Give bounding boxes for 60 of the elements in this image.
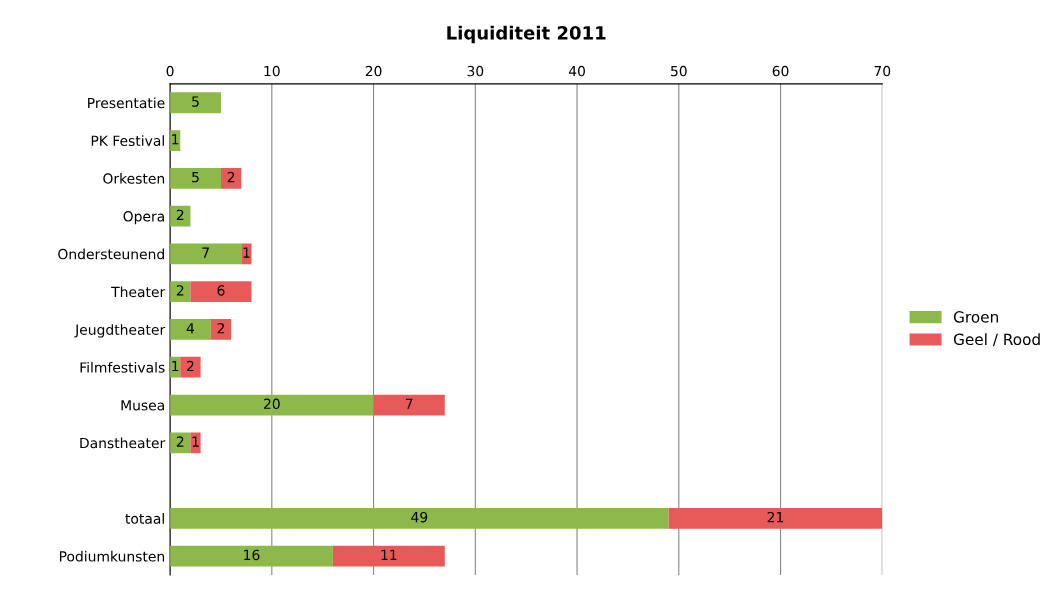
data-label: 1 [172, 134, 179, 145]
data-label: 11 [381, 549, 397, 560]
chart-title: Liquiditeit 2011 [447, 25, 606, 44]
bar [170, 243, 242, 265]
data-label: 2 [176, 285, 184, 296]
y-tick-label: Presentatie [88, 97, 165, 109]
x-tick-label: 0 [166, 65, 174, 77]
bar [190, 281, 252, 303]
data-label: 5 [192, 96, 199, 107]
data-label: 2 [227, 171, 235, 183]
bar [668, 507, 883, 529]
x-tick-label: 70 [874, 65, 891, 77]
data-label: 16 [244, 549, 260, 561]
bar [170, 92, 221, 114]
y-tick-label: Opera [123, 211, 164, 225]
bar [170, 167, 221, 189]
y-tick-label: Ondersteunend [58, 248, 164, 260]
bar [190, 432, 201, 454]
data-label: 2 [176, 209, 184, 220]
data-label: 4 [186, 323, 195, 334]
x-tick-label: 20 [365, 65, 382, 77]
y-tick-label: Podiumkunsten [59, 550, 165, 562]
bar [220, 167, 242, 189]
data-label: 2 [187, 360, 194, 372]
data-label: 2 [217, 322, 224, 334]
x-tick-label: 10 [264, 65, 280, 77]
data-label: 7 [405, 398, 413, 409]
y-tick-label: Musea [121, 400, 164, 411]
data-label: 20 [264, 398, 280, 410]
x-tick-label: 40 [568, 65, 585, 77]
data-label: 6 [217, 285, 225, 296]
data-label: 1 [243, 247, 250, 258]
bar [332, 545, 445, 567]
data-label: 49 [411, 511, 428, 523]
x-tick-label: 30 [467, 65, 484, 77]
bar [170, 319, 211, 340]
bar [241, 243, 252, 265]
y-tick-label: Orkesten [103, 173, 165, 184]
data-label: 1 [172, 360, 179, 372]
data-label: 1 [192, 436, 199, 447]
y-tick-label: PK Festival [91, 135, 164, 147]
bar [170, 394, 374, 416]
legend-label: Groen [953, 311, 998, 323]
x-tick-label: 60 [772, 65, 789, 77]
bar [180, 356, 201, 378]
bar [210, 319, 232, 340]
y-tick-label: totaal [125, 513, 164, 524]
y-tick-label: Filmfestivals [80, 361, 165, 373]
y-tick-label: Jeugdtheater [74, 324, 166, 338]
data-label: 7 [202, 247, 209, 258]
data-label: 21 [767, 511, 784, 523]
bar [373, 394, 445, 416]
legend-label: Geel / Rood [953, 333, 1040, 347]
y-tick-label: Danstheater [80, 437, 166, 449]
data-label: 5 [192, 172, 199, 183]
bar [170, 545, 333, 567]
x-tick-label: 50 [671, 65, 687, 77]
bar [170, 507, 669, 529]
y-tick-label: Theater [111, 286, 166, 298]
data-label: 2 [176, 436, 184, 447]
